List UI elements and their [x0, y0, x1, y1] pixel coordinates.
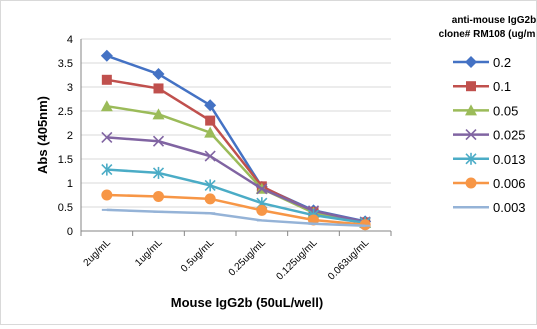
y-tick-label: 3 — [67, 82, 73, 94]
data-point-0.05 — [204, 126, 217, 138]
series-line-0.05 — [106, 104, 366, 225]
legend-marker — [466, 81, 476, 92]
y-tick-label: 0.5 — [58, 202, 73, 214]
data-point-0.006 — [153, 190, 164, 202]
x-tick-label: 0.125ug/mL — [274, 237, 319, 282]
legend-marker — [465, 177, 477, 189]
x-tick-label: 0.063ug/mL — [326, 237, 371, 282]
x-tick-label: 1ug/mL — [133, 237, 165, 269]
legend-title-line2: clone# RM108 (ug/m — [439, 29, 536, 40]
y-tick-label: 2.5 — [58, 106, 73, 118]
legend-marker — [465, 56, 477, 68]
legend-label: 0.006 — [493, 176, 526, 191]
data-point-0.1 — [205, 115, 216, 126]
legend-label: 0.013 — [493, 152, 526, 167]
series-lines — [100, 49, 372, 231]
y-tick-label: 2 — [67, 130, 73, 142]
data-point-0.1 — [101, 74, 112, 85]
legend-label: 0.1 — [493, 79, 511, 94]
data-point-0.006 — [204, 193, 216, 205]
x-axis-label: Mouse IgG2b (50uL/well) — [171, 295, 323, 310]
x-tick-label: 0.5ug/mL — [179, 237, 217, 275]
x-tick-label: 0.25ug/mL — [227, 237, 269, 279]
series-line-0.1 — [106, 78, 366, 224]
data-point-0.2 — [204, 99, 217, 112]
series-line-0.025 — [106, 136, 366, 224]
legend: 0.2 0.1 0.05 0.025 0.013 0.006 0.003 — [453, 55, 526, 215]
line-chart: 0 0.5 1 1.5 2 2.5 3 3.5 4 2ug/mL 1ug/mL 0.5ug/mL 0.2… — [35, 15, 536, 310]
data-point-0.2 — [152, 68, 165, 81]
data-point-0.025 — [204, 150, 216, 162]
data-point-0.025-stroke — [204, 150, 216, 162]
axes: 0 0.5 1 1.5 2 2.5 3 3.5 4 2ug/mL 1ug/mL 0.5ug/mL 0.2… — [58, 34, 392, 282]
x-tick-label: 2ug/mL — [82, 237, 114, 269]
legend-marker — [465, 152, 477, 165]
data-point-0.2 — [100, 49, 113, 62]
data-point-0.1 — [153, 83, 164, 94]
legend-label: 0.003 — [493, 200, 526, 215]
data-point-0.05 — [152, 108, 165, 120]
data-point-0.05 — [100, 100, 113, 112]
legend-title-line1: anti-mouse IgG2b — [452, 15, 536, 26]
data-point-0.025 — [101, 131, 113, 143]
y-axis-label: Abs (405nm) — [35, 96, 50, 174]
data-point-0.013 — [101, 163, 113, 176]
y-tick-label: 4 — [67, 34, 73, 46]
data-point-0.025-stroke — [256, 183, 268, 195]
data-point-0.006 — [101, 189, 113, 201]
data-point-0.013 — [152, 166, 165, 179]
legend-label: 0.025 — [493, 128, 526, 143]
legend-marker — [465, 104, 477, 116]
data-point-0.025 — [152, 135, 165, 147]
y-tick-label: 1 — [67, 178, 73, 190]
series-line-0.003 — [106, 208, 366, 227]
legend-label: 0.05 — [493, 103, 518, 118]
data-point-0.025-stroke — [101, 131, 113, 143]
data-point-0.025 — [256, 183, 268, 195]
y-tick-label: 3.5 — [58, 58, 73, 70]
data-point-0.025-stroke — [152, 135, 165, 147]
legend-marker — [465, 129, 477, 141]
y-tick-label: 0 — [67, 226, 73, 238]
series-line-0.013 — [106, 168, 366, 225]
legend-marker-stroke — [465, 129, 477, 141]
y-tick-label: 1.5 — [58, 154, 73, 166]
legend-label: 0.2 — [493, 55, 511, 70]
data-point-0.013 — [204, 179, 216, 192]
data-point-0.006 — [256, 204, 268, 216]
series-line-0.006 — [106, 193, 366, 227]
